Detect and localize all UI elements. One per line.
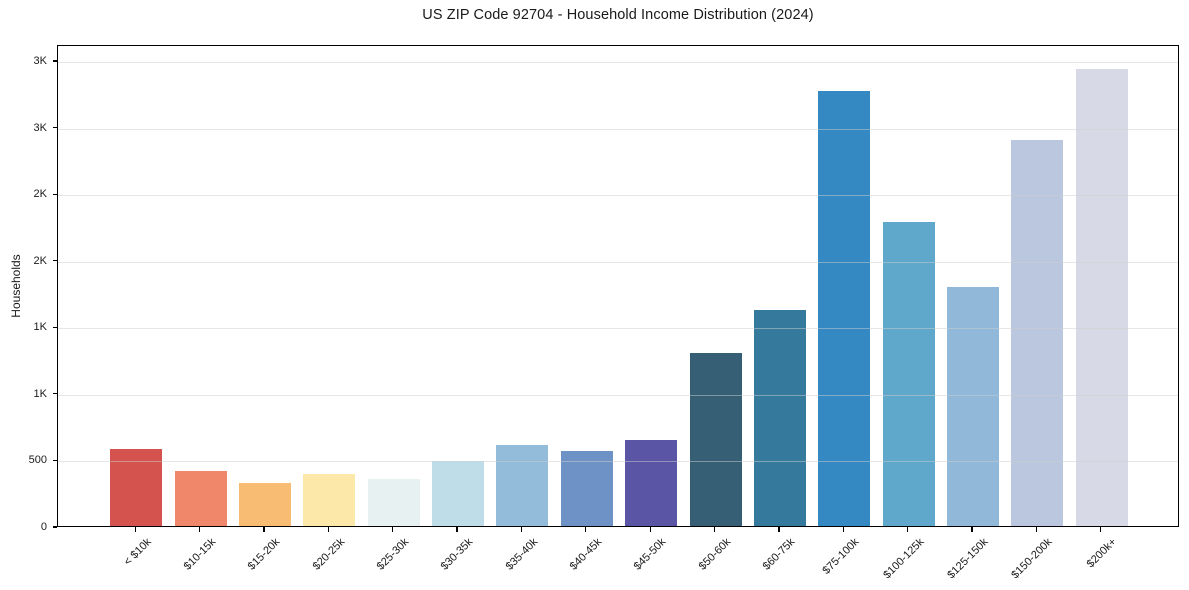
bar-$45-50k bbox=[625, 439, 678, 526]
x-tick-label-text: $50-60k bbox=[696, 536, 734, 573]
y-tick-label: 1K bbox=[33, 387, 47, 400]
x-tick-mark bbox=[392, 527, 394, 532]
y-tick-label: 1K bbox=[33, 321, 47, 334]
x-tick-mark bbox=[907, 527, 909, 532]
gridline bbox=[58, 62, 1178, 63]
bar-$75-100k bbox=[818, 90, 871, 526]
x-tick-label-text: $125-150k bbox=[945, 536, 991, 582]
y-tick-mark bbox=[52, 526, 57, 528]
plot-area bbox=[57, 45, 1179, 527]
x-tick-mark bbox=[713, 527, 716, 532]
x-tick-mark bbox=[971, 527, 973, 532]
gridline bbox=[58, 328, 1178, 330]
y-tick-mark bbox=[52, 260, 57, 262]
bar-$15-20k bbox=[238, 483, 291, 526]
x-tick-mark bbox=[520, 527, 523, 532]
y-tick-label: 2K bbox=[33, 188, 47, 201]
x-tick-label-text: $15-20k bbox=[245, 536, 283, 573]
y-tick-mark bbox=[52, 393, 57, 395]
bar-$200k+ bbox=[1075, 69, 1128, 526]
x-tick-label-text: $45-50k bbox=[632, 536, 669, 573]
gridline bbox=[58, 195, 1178, 197]
y-tick-label: 3K bbox=[33, 121, 47, 134]
x-tick-label-text: $75-100k bbox=[820, 536, 862, 577]
x-tick-label-text: $25-30k bbox=[374, 536, 412, 573]
x-tick-mark bbox=[1035, 527, 1038, 532]
chart-title: US ZIP Code 92704 - Household Income Dis… bbox=[422, 7, 814, 23]
x-tick-label-text: $20-25k bbox=[310, 536, 347, 573]
x-tick-label-text: $200k+ bbox=[1085, 536, 1120, 571]
x-tick-label-text: < $10k bbox=[121, 536, 154, 569]
gridline bbox=[58, 261, 1178, 263]
x-tick-mark bbox=[327, 527, 329, 532]
y-tick-label: 2K bbox=[33, 254, 47, 267]
x-tick-mark bbox=[649, 527, 651, 532]
gridline bbox=[58, 128, 1178, 130]
y-tick-label: 0 bbox=[40, 521, 47, 533]
x-tick-mark bbox=[778, 527, 780, 532]
x-tick-mark bbox=[134, 527, 136, 532]
x-tick-mark bbox=[456, 527, 458, 532]
x-tick-mark bbox=[585, 527, 587, 532]
y-tick-label: 500 bbox=[28, 454, 47, 467]
x-axis-ticks: < $10k $10-15k $15-20k $20-25k $25-30k $30-35… bbox=[57, 527, 1179, 590]
y-tick-mark bbox=[52, 126, 57, 129]
y-tick-label: 3K bbox=[33, 55, 47, 67]
bar-$10-15k bbox=[174, 470, 227, 526]
x-tick-label-text: $10-15k bbox=[181, 536, 219, 573]
gridline bbox=[58, 394, 1178, 396]
bar-$20-25k bbox=[303, 474, 356, 526]
bar-$125-150k bbox=[947, 287, 1000, 526]
x-tick-mark bbox=[842, 527, 844, 532]
y-tick-mark bbox=[52, 459, 57, 462]
x-tick-mark bbox=[1100, 527, 1102, 532]
x-tick-mark bbox=[263, 527, 265, 532]
bar-$35-40k bbox=[496, 445, 549, 526]
bar-$50-60k bbox=[689, 352, 742, 526]
x-tick-label-text: $100-125k bbox=[880, 536, 927, 582]
bar-$30-35k bbox=[432, 460, 485, 526]
bar-$150-200k bbox=[1011, 139, 1064, 526]
gridline bbox=[58, 461, 1178, 463]
y-tick-mark bbox=[52, 193, 57, 195]
x-tick-label-text: $150-200k bbox=[1009, 536, 1055, 582]
x-tick-mark bbox=[198, 527, 201, 532]
bar-$25-30k bbox=[367, 479, 420, 526]
x-tick-label-text: $35-40k bbox=[503, 536, 540, 573]
bar-$40-45k bbox=[560, 451, 613, 526]
x-tick-label-text: $30-35k bbox=[438, 536, 476, 573]
y-axis-ticks: 0 500 1K 1K 2K 2K 3K 3K bbox=[0, 45, 57, 533]
y-tick-mark bbox=[52, 60, 57, 62]
bar-$100-125k bbox=[882, 222, 935, 526]
x-tick-label-text: $60-75k bbox=[760, 536, 798, 573]
x-tick-label-text: $40-45k bbox=[567, 536, 605, 573]
bar-$60-75k bbox=[753, 309, 806, 526]
y-tick-mark bbox=[52, 326, 57, 328]
